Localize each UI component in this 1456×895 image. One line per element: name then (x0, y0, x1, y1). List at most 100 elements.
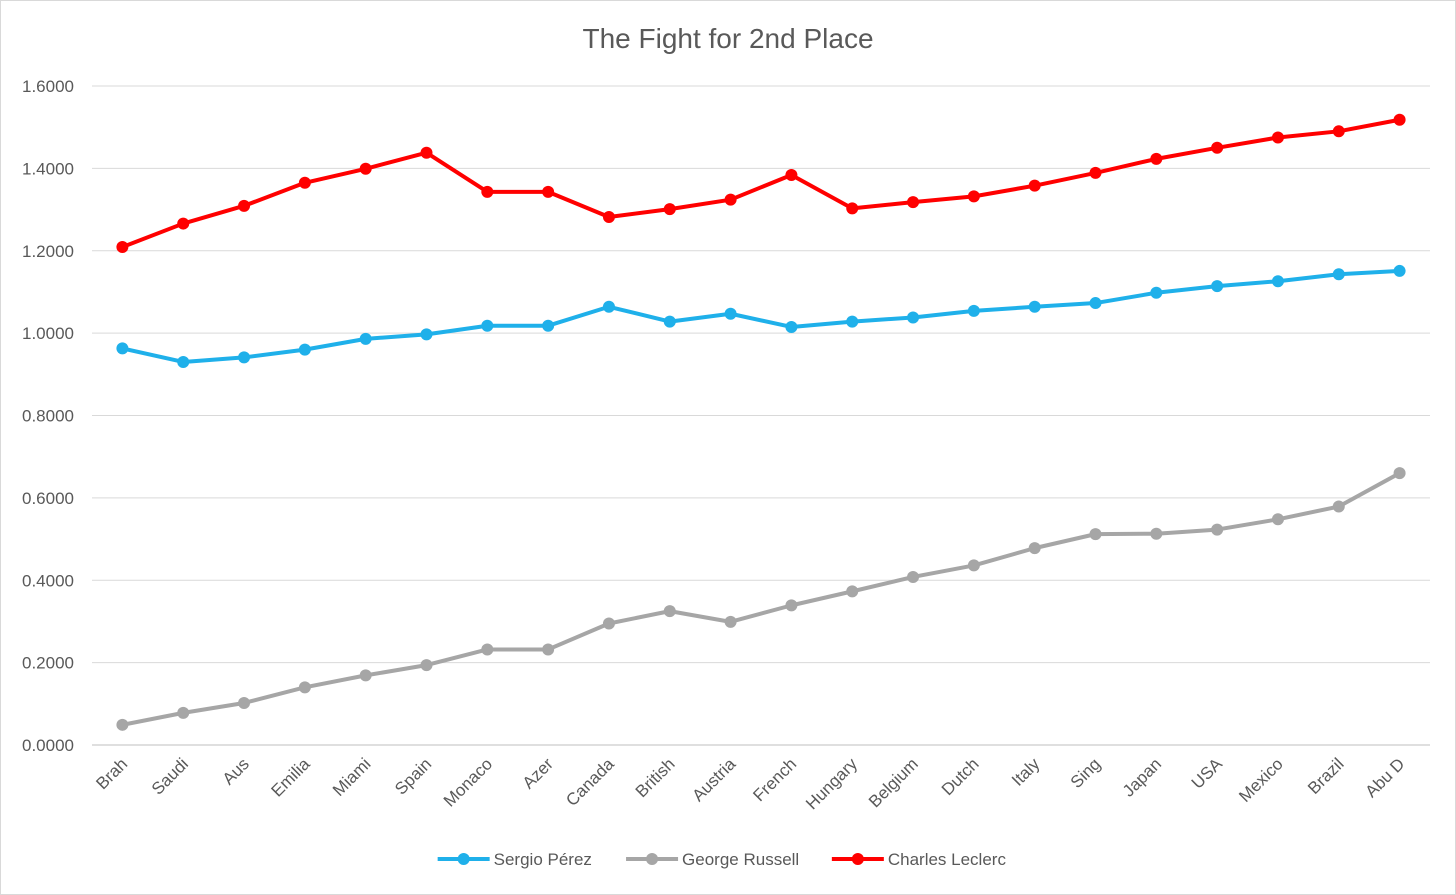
data-point (846, 315, 859, 328)
data-point (1089, 166, 1102, 179)
data-point (359, 332, 372, 345)
data-point (1028, 542, 1041, 555)
data-point (1150, 527, 1163, 540)
data-point (1271, 131, 1284, 144)
series-group (116, 467, 1406, 731)
data-point (967, 304, 980, 317)
legend-item: George Russell (626, 850, 799, 869)
x-tick-label: Belgium (865, 754, 922, 811)
legend-swatch-marker (851, 853, 864, 865)
y-tick-label: 1.6000 (22, 77, 74, 96)
x-tick-label: Emilia (268, 754, 315, 801)
data-point (846, 585, 859, 598)
data-point (1271, 513, 1284, 526)
series-line (120, 471, 1402, 727)
x-tick-label: Canada (562, 754, 618, 810)
legend-label: Charles Leclerc (888, 850, 1007, 869)
series-line (120, 268, 1402, 364)
y-tick-label: 1.2000 (22, 242, 74, 261)
y-tick-label: 1.4000 (22, 159, 74, 178)
data-point (602, 617, 615, 630)
x-tick-label: Brazil (1304, 754, 1347, 797)
data-point (1393, 467, 1406, 480)
x-tick-label: Japan (1119, 754, 1165, 800)
data-point (298, 343, 311, 356)
data-point (785, 599, 798, 612)
data-point (1332, 125, 1345, 138)
data-point (542, 643, 555, 656)
data-point (1028, 179, 1041, 192)
data-point (602, 210, 615, 223)
data-point (967, 190, 980, 203)
data-point (907, 570, 920, 583)
data-point (785, 320, 798, 333)
data-point (1393, 113, 1406, 126)
y-tick-label: 0.8000 (22, 407, 74, 426)
data-point (116, 718, 129, 731)
data-point (967, 559, 980, 572)
data-point (724, 307, 737, 320)
data-point (602, 300, 615, 313)
data-point (238, 351, 251, 364)
data-point (116, 241, 129, 254)
x-tick-label: British (632, 754, 679, 801)
x-tick-label: Italy (1008, 754, 1044, 790)
data-point (238, 199, 251, 212)
data-point (298, 176, 311, 189)
series-line (120, 117, 1402, 250)
data-point (1211, 141, 1224, 154)
x-tick-label: French (749, 754, 800, 805)
x-tick-label: Mexico (1235, 754, 1287, 806)
data-point (542, 319, 555, 332)
y-tick-label: 1.0000 (22, 324, 74, 343)
data-point (724, 615, 737, 628)
data-point (1028, 300, 1041, 313)
legend-swatch-marker (457, 853, 470, 865)
x-tick-label: USA (1188, 754, 1227, 793)
data-point (1150, 286, 1163, 299)
data-point (177, 706, 190, 719)
y-tick-label: 0.0000 (22, 736, 74, 755)
x-tick-label: Azer (519, 754, 557, 792)
data-point (177, 217, 190, 230)
data-point (481, 319, 494, 332)
x-tick-label: Saudi (148, 754, 192, 798)
x-tick-label: Aus (219, 754, 253, 788)
data-point (1271, 275, 1284, 288)
x-axis-ticks: Brah Saudi Aus Emilia Miami Spain Monaco Azer Ca… (92, 754, 1408, 813)
data-point (846, 202, 859, 215)
data-point (1211, 523, 1224, 536)
data-point (238, 696, 251, 709)
x-tick-label: Austria (689, 754, 740, 805)
x-tick-label: Brah (92, 754, 131, 793)
legend-swatch-marker (646, 853, 659, 865)
data-point (177, 355, 190, 368)
data-point (359, 669, 372, 682)
legend: Sergio Pérez George Russell Charles Lecler… (437, 850, 1007, 869)
data-point (907, 311, 920, 324)
data-point (359, 162, 372, 175)
gridlines (92, 85, 1430, 746)
data-point (663, 203, 676, 216)
data-point (907, 196, 920, 209)
x-tick-label: Miami (329, 754, 374, 799)
y-tick-label: 0.2000 (22, 654, 74, 673)
data-point (542, 185, 555, 198)
data-point (1089, 528, 1102, 541)
y-axis-ticks: 0.0000 0.2000 0.4000 0.6000 0.8000 1.0000 1.20… (22, 77, 74, 755)
x-tick-label: Abu D (1362, 754, 1409, 801)
data-point (785, 168, 798, 181)
data-point (724, 193, 737, 206)
data-point (1393, 264, 1406, 277)
data-point (663, 315, 676, 328)
series-group (116, 113, 1406, 254)
y-tick-label: 0.6000 (22, 489, 74, 508)
x-tick-label: Hungary (802, 754, 861, 813)
x-tick-label: Dutch (938, 754, 983, 799)
data-point (481, 185, 494, 198)
legend-item: Sergio Pérez (437, 850, 592, 869)
data-point (116, 342, 129, 355)
data-point (420, 659, 433, 672)
data-point (481, 643, 494, 656)
chart-title: The Fight for 2nd Place (582, 23, 873, 54)
